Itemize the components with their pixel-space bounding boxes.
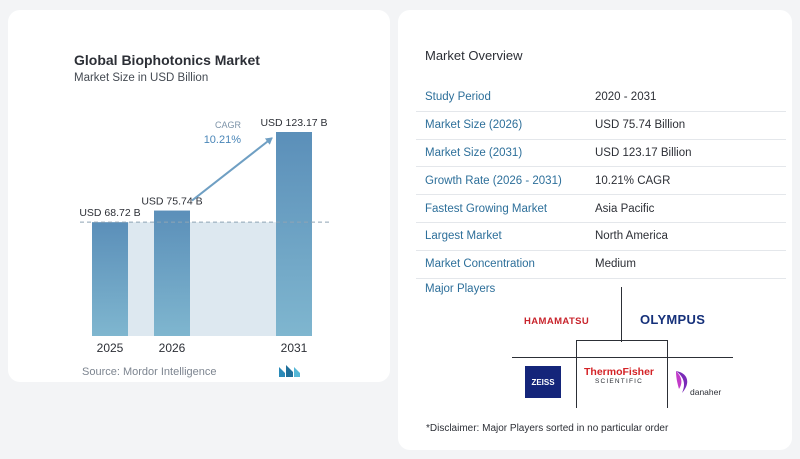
- thermo-fisher-logo: ThermoFisher SCIENTIFIC: [584, 366, 654, 385]
- chart-title: Global Biophotonics Market: [74, 52, 260, 68]
- cagr-arrow: [191, 137, 273, 202]
- olympus-logo: OLYMPUS: [640, 312, 706, 327]
- overview-row-label: Growth Rate (2026 - 2031): [425, 174, 562, 187]
- hamamatsu-logo: HAMAMATSU: [524, 316, 590, 327]
- overview-row-label: Study Period: [425, 91, 491, 104]
- cagr-value: 10.21%: [204, 134, 242, 146]
- overview-row: Study Period 2020 - 2031: [416, 84, 786, 112]
- bar: [92, 222, 128, 336]
- overview-row-value: Asia Pacific: [595, 202, 655, 215]
- danaher-logo: danaher: [690, 387, 722, 397]
- bar: [276, 132, 312, 336]
- overview-row-value: 10.21% CAGR: [595, 174, 671, 187]
- bar-chart: USD 68.72 B 2025 USD 75.74 B 2026 USD 123.17…: [79, 117, 330, 355]
- chart-subtitle: Market Size in USD Billion: [74, 72, 209, 84]
- overview-row: Market Concentration Medium: [416, 251, 786, 279]
- grid-divider: [576, 340, 668, 341]
- overview-row-label: Largest Market: [425, 230, 502, 243]
- overview-row: Market Size (2026) USD 75.74 Billion: [416, 112, 786, 140]
- bar-value-label: USD 75.74 B: [141, 196, 202, 208]
- x-tick-label: 2031: [281, 341, 308, 355]
- overview-row: Market Size (2031) USD 123.17 Billion: [416, 140, 786, 168]
- overview-title: Market Overview: [425, 48, 523, 63]
- zeiss-logo: ZEISS: [525, 366, 561, 398]
- overview-row-label: Fastest Growing Market: [425, 202, 548, 215]
- players-title: Major Players: [425, 283, 496, 295]
- thermo-fisher-name: ThermoFisher: [584, 366, 655, 378]
- disclaimer: *Disclaimer: Major Players sorted in no …: [426, 423, 669, 434]
- overview-row: Largest Market North America: [416, 223, 786, 251]
- bar-value-label: USD 123.17 B: [260, 117, 327, 129]
- overview-card: [398, 10, 792, 450]
- danaher-logo-icon: [676, 371, 688, 393]
- bar: [154, 210, 190, 336]
- x-tick-label: 2026: [159, 341, 186, 355]
- overview-row: Growth Rate (2026 - 2031) 10.21% CAGR: [416, 167, 786, 196]
- grid-divider: [576, 340, 577, 408]
- overview-row-label: Market Concentration: [425, 258, 535, 271]
- bar-value-label: USD 68.72 B: [79, 207, 140, 219]
- overview-row-value: North America: [595, 230, 668, 243]
- baseline-band: [128, 222, 276, 336]
- mordor-logo-icon: [279, 365, 300, 377]
- overview-row-value: 2020 - 2031: [595, 91, 657, 104]
- overview-row: Fastest Growing Market Asia Pacific: [416, 195, 786, 223]
- overview-table: Study Period 2020 - 2031 Market Size (2026…: [416, 84, 786, 279]
- grid-divider: [667, 340, 668, 408]
- grid-divider: [621, 287, 622, 342]
- overview-row-value: USD 75.74 Billion: [595, 119, 686, 132]
- x-tick-label: 2025: [97, 341, 124, 355]
- overview-row-label: Market Size (2026): [425, 119, 523, 132]
- overview-row-label: Market Size (2031): [425, 146, 523, 159]
- cagr-label: CAGR: [215, 120, 242, 130]
- overview-row-value: USD 123.17 Billion: [595, 146, 692, 159]
- overview-row-value: Medium: [595, 258, 636, 271]
- thermo-fisher-sub: SCIENTIFIC: [594, 378, 644, 385]
- grid-divider: [512, 357, 733, 358]
- chart-source: Source: Mordor Intelligence: [82, 366, 217, 378]
